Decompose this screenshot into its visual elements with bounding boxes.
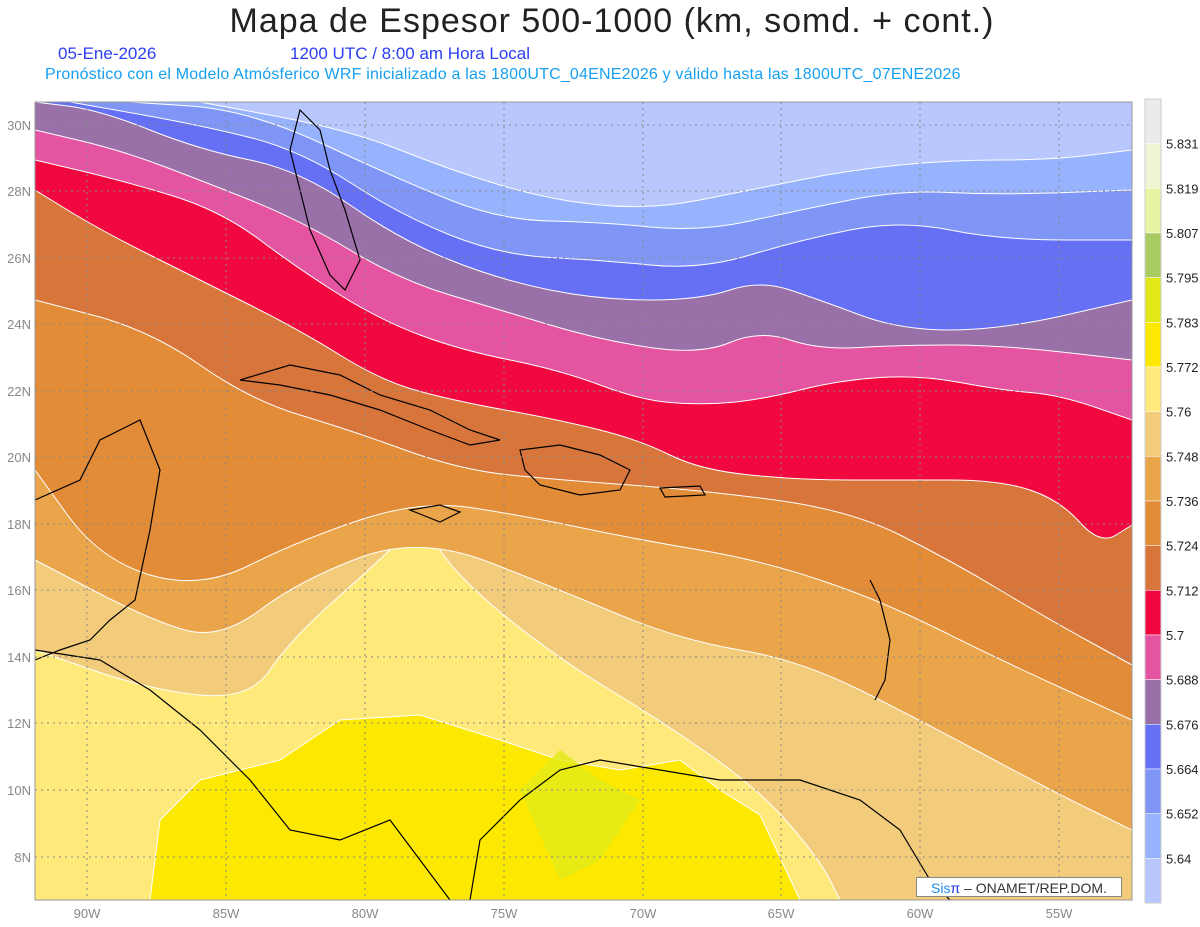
colorbar-label: 5.7 bbox=[1166, 628, 1184, 643]
band-5.783-5.795 bbox=[520, 750, 640, 880]
contour-line bbox=[35, 546, 1132, 831]
colorbar-swatch bbox=[1144, 679, 1162, 725]
lat-tick-label: 8N bbox=[14, 850, 31, 865]
sispi-logo-sis: Sis bbox=[931, 880, 951, 896]
contour-line bbox=[35, 469, 1132, 721]
contour-line bbox=[199, 102, 1132, 208]
map-frame bbox=[34, 101, 1133, 901]
contour-line bbox=[35, 189, 1132, 539]
colorbar-label: 5.772 bbox=[1166, 360, 1199, 375]
lat-tick-label: 22N bbox=[7, 384, 31, 399]
lat-tick-label: 18N bbox=[7, 517, 31, 532]
colorbar-label: 5.688 bbox=[1166, 673, 1199, 688]
colorbar-label: 5.64 bbox=[1166, 851, 1191, 866]
credit-box: Sisπ – ONAMET/REP.DOM. bbox=[916, 877, 1122, 897]
lat-tick-label: 10N bbox=[7, 783, 31, 798]
band-5.64 bbox=[35, 102, 1132, 207]
coastline bbox=[659, 485, 706, 498]
lon-tick-label: 60W bbox=[907, 906, 934, 921]
coastline bbox=[469, 759, 951, 900]
colorbar-label: 5.831 bbox=[1166, 137, 1199, 152]
colorbar-swatch bbox=[1144, 545, 1162, 591]
colorbar-label: 5.736 bbox=[1166, 494, 1199, 509]
colorbar-swatch bbox=[1144, 143, 1162, 189]
colorbar-swatch bbox=[1144, 411, 1162, 457]
colorbar-swatch bbox=[1144, 858, 1162, 904]
coastline bbox=[289, 108, 361, 292]
lon-tick-label: 85W bbox=[213, 906, 240, 921]
lat-tick-label: 20N bbox=[7, 450, 31, 465]
colorbar-swatch bbox=[1144, 277, 1162, 323]
forecast-date: 05-Ene-2026 bbox=[58, 44, 157, 63]
colorbar-label: 5.676 bbox=[1166, 717, 1199, 732]
colorbar-swatch bbox=[1144, 768, 1162, 814]
lat-tick-label: 28N bbox=[7, 184, 31, 199]
lon-tick-label: 55W bbox=[1046, 906, 1073, 921]
lat-tick-label: 24N bbox=[7, 317, 31, 332]
contour-line bbox=[69, 102, 1132, 267]
map-title: Mapa de Espesor 500-1000 (km, somd. + co… bbox=[229, 2, 995, 40]
colorbar-label: 5.712 bbox=[1166, 583, 1199, 598]
band-5.772-5.783 bbox=[149, 714, 801, 900]
coastline bbox=[35, 649, 451, 900]
colorbar-label: 5.795 bbox=[1166, 271, 1199, 286]
contour-line bbox=[129, 102, 1132, 230]
colorbar-label: 5.783 bbox=[1166, 315, 1199, 330]
lat-tick-label: 12N bbox=[7, 716, 31, 731]
forecast-time: 1200 UTC / 8:00 am Hora Local bbox=[290, 44, 531, 63]
lon-tick-label: 80W bbox=[352, 906, 379, 921]
lon-tick-label: 70W bbox=[630, 906, 657, 921]
colorbar-swatch bbox=[1144, 500, 1162, 546]
colorbar-swatch bbox=[1144, 98, 1162, 144]
colorbar-label: 5.76 bbox=[1166, 405, 1191, 420]
colorbar-swatch bbox=[1144, 724, 1162, 770]
colorbar-swatch bbox=[1144, 232, 1162, 278]
colorbar-swatch bbox=[1144, 456, 1162, 502]
colorbar-swatch bbox=[1144, 634, 1162, 680]
sispi-logo-pi: π bbox=[950, 880, 961, 896]
contour-fill-layer bbox=[35, 102, 1132, 900]
colorbar-label: 5.807 bbox=[1166, 226, 1199, 241]
colorbar-label: 5.652 bbox=[1166, 807, 1199, 822]
contour-line bbox=[35, 102, 1132, 331]
lat-tick-label: 26N bbox=[7, 251, 31, 266]
forecast-subtitle: Pronóstico con el Modelo Atmósferico WRF… bbox=[45, 66, 961, 83]
colorbar-swatch bbox=[1144, 366, 1162, 412]
lat-tick-label: 30N bbox=[7, 118, 31, 133]
colorbar-swatch bbox=[1144, 188, 1162, 234]
contour-line bbox=[35, 129, 1132, 361]
lat-tick-label: 16N bbox=[7, 583, 31, 598]
colorbar-label: 5.819 bbox=[1166, 181, 1199, 196]
colorbar-swatch bbox=[1144, 590, 1162, 636]
coastline bbox=[519, 444, 631, 496]
coastline bbox=[869, 579, 891, 701]
lon-tick-label: 90W bbox=[74, 906, 101, 921]
colorbar-label: 5.748 bbox=[1166, 449, 1199, 464]
coastline bbox=[407, 504, 462, 523]
lon-tick-label: 65W bbox=[768, 906, 795, 921]
contour-line bbox=[35, 299, 1132, 666]
contour-line bbox=[35, 159, 1132, 421]
colorbar-swatch bbox=[1144, 322, 1162, 368]
lat-tick-label: 14N bbox=[7, 650, 31, 665]
coastline bbox=[239, 364, 501, 446]
coastline bbox=[35, 419, 161, 661]
lon-tick-label: 75W bbox=[491, 906, 518, 921]
colorbar-label: 5.664 bbox=[1166, 762, 1199, 777]
colorbar-swatch bbox=[1144, 813, 1162, 859]
colorbar-frame bbox=[1144, 98, 1162, 904]
colorbar-label: 5.724 bbox=[1166, 539, 1199, 554]
credit-text: – ONAMET/REP.DOM. bbox=[960, 880, 1107, 896]
